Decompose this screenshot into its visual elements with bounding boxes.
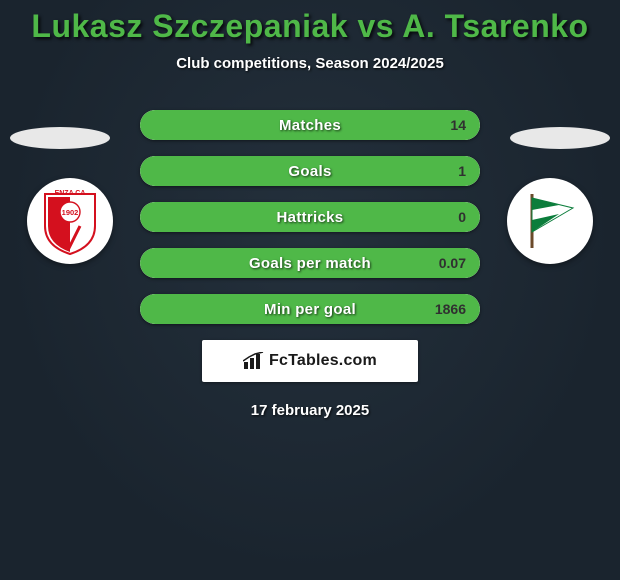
stat-label: Hattricks [140, 202, 480, 232]
stat-row-mpg: Min per goal 1866 [140, 294, 480, 324]
stat-value: 0.07 [439, 248, 466, 278]
brand-chart-icon [243, 352, 265, 370]
stat-value: 14 [450, 110, 466, 140]
stat-label: Min per goal [140, 294, 480, 324]
stat-value: 0 [458, 202, 466, 232]
badge-circle [507, 178, 593, 264]
stat-label: Goals per match [140, 248, 480, 278]
brand-text: FcTables.com [269, 352, 377, 370]
vicenza-shield-icon: ENZA CA 1902 [40, 186, 100, 256]
club-badge-right [507, 178, 593, 264]
stat-row-goals: Goals 1 [140, 156, 480, 186]
stat-value: 1 [458, 156, 466, 186]
club-badge-left: ENZA CA 1902 [27, 178, 113, 264]
stat-row-matches: Matches 14 [140, 110, 480, 140]
badge-circle: ENZA CA 1902 [27, 178, 113, 264]
season-subtitle: Club competitions, Season 2024/2025 [0, 55, 620, 72]
comparison-title: Lukasz Szczepaniak vs A. Tsarenko [0, 8, 620, 45]
svg-text:ENZA CA: ENZA CA [55, 190, 86, 197]
stats-container: Matches 14 Goals 1 Hattricks 0 Goals per… [140, 110, 480, 324]
pennant-flag-icon [515, 186, 585, 256]
stat-row-hattricks: Hattricks 0 [140, 202, 480, 232]
stat-label: Goals [140, 156, 480, 186]
stat-label: Matches [140, 110, 480, 140]
date-line: 17 february 2025 [0, 402, 620, 419]
stat-row-gpm: Goals per match 0.07 [140, 248, 480, 278]
player-left-avatar-placeholder [10, 127, 110, 149]
player-right-avatar-placeholder [510, 127, 610, 149]
brand-box: FcTables.com [202, 340, 418, 382]
svg-text:1902: 1902 [62, 208, 79, 217]
stat-value: 1866 [435, 294, 466, 324]
